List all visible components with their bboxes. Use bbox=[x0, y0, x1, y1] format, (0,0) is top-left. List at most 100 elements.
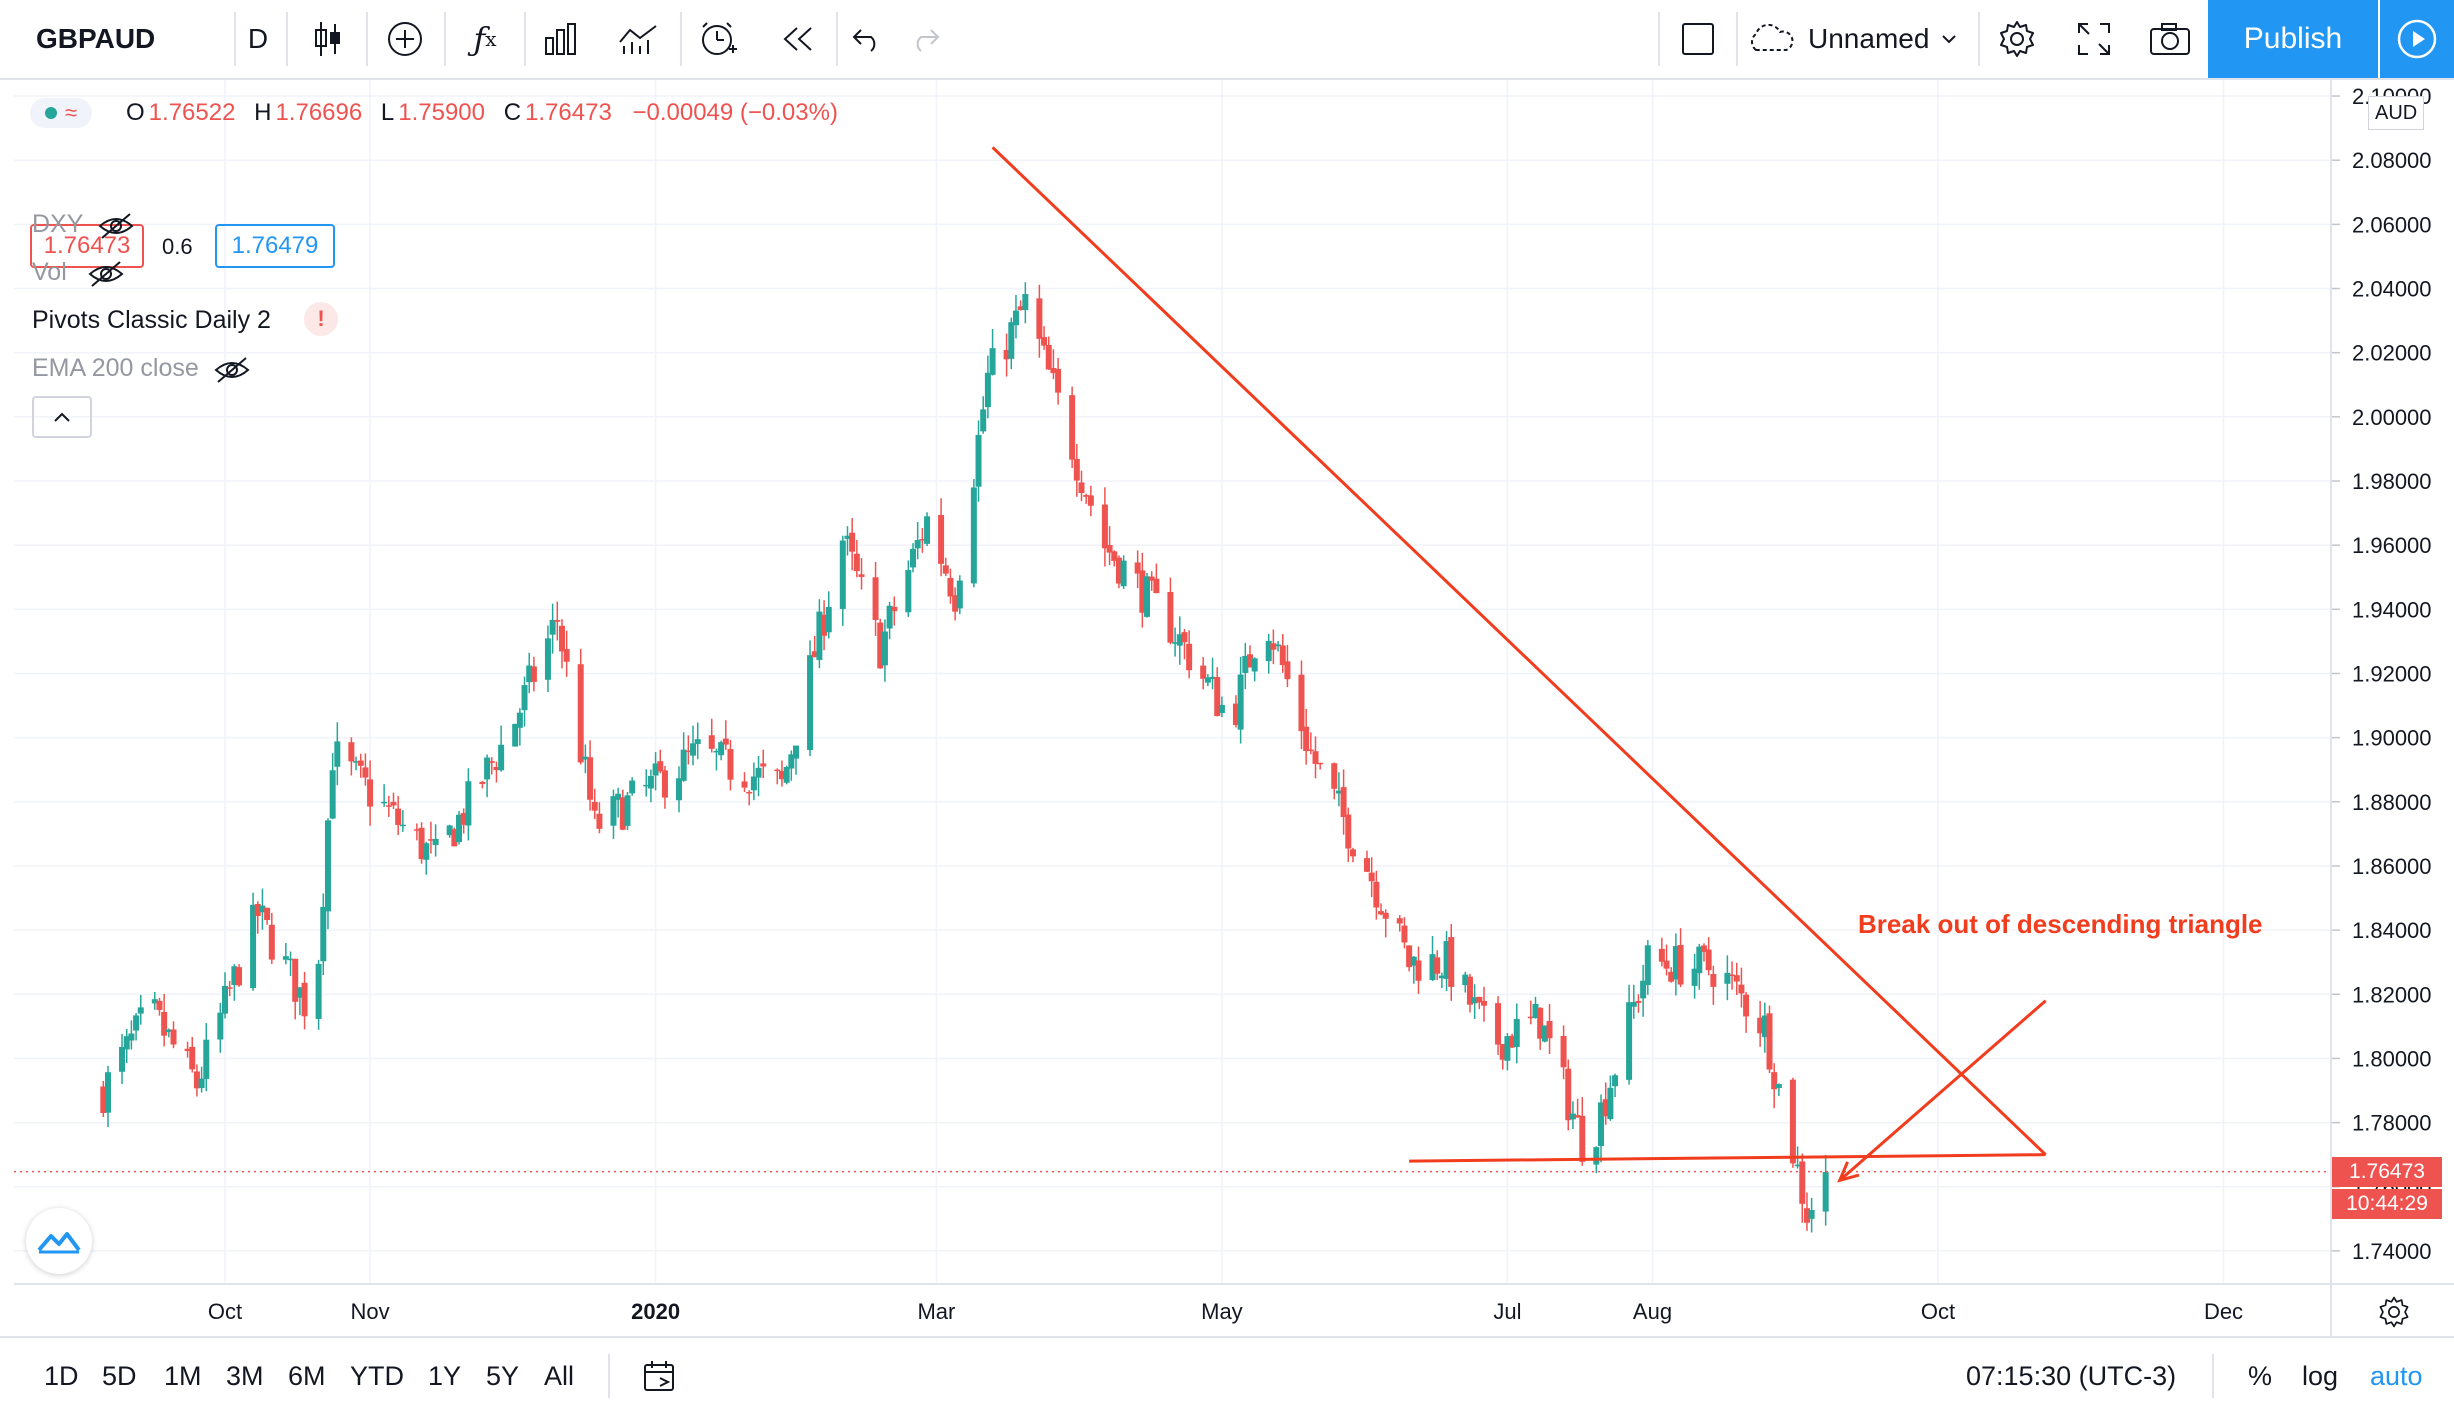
candle-body bbox=[1635, 1000, 1642, 1003]
price-tick-label: 2.00000 bbox=[2352, 405, 2432, 430]
candle-body bbox=[984, 372, 991, 408]
range-1d[interactable]: 1D bbox=[44, 1360, 79, 1391]
goto-date-calendar-icon[interactable] bbox=[642, 1338, 678, 1414]
log-scale-toggle[interactable]: log bbox=[2302, 1360, 2339, 1391]
candle-body bbox=[839, 540, 846, 609]
price-axis-scale: 2.100002.080002.060002.040002.020002.000… bbox=[2332, 84, 2432, 1264]
candle-body bbox=[418, 827, 425, 860]
indicator-vol[interactable]: Vol bbox=[32, 258, 67, 286]
candle-body bbox=[1499, 1044, 1506, 1060]
candle-body bbox=[587, 757, 594, 800]
candle-body bbox=[250, 904, 257, 989]
candles-style-icon[interactable] bbox=[296, 0, 360, 78]
range-all[interactable]: All bbox=[544, 1360, 575, 1391]
range-6m[interactable]: 6M bbox=[288, 1360, 326, 1391]
settings-gear-icon[interactable] bbox=[1984, 0, 2050, 78]
market-status-badge[interactable]: ≈ bbox=[30, 98, 92, 128]
chart-pane[interactable]: Break out of descending triangle ≈ O 1.76… bbox=[0, 80, 2330, 1283]
candle-body bbox=[1036, 298, 1043, 339]
candle-body bbox=[133, 1015, 140, 1031]
eye-hidden-icon[interactable] bbox=[86, 260, 126, 288]
symbol-search-button[interactable]: GBPAUD bbox=[36, 23, 156, 54]
candle-body bbox=[675, 778, 682, 801]
indicator-ema[interactable]: EMA 200 close bbox=[32, 354, 199, 382]
collapse-legend-button[interactable] bbox=[32, 396, 92, 438]
candle-body bbox=[1672, 946, 1679, 980]
eye-hidden-icon[interactable] bbox=[96, 212, 136, 240]
candle-body bbox=[1265, 640, 1272, 662]
candle-body bbox=[816, 611, 823, 660]
templates-chart-icon[interactable] bbox=[606, 0, 670, 78]
time-tick-label: 2020 bbox=[631, 1299, 680, 1324]
publish-button[interactable]: Publish bbox=[2208, 0, 2378, 78]
toolbar-divider bbox=[234, 12, 236, 66]
open-value: 1.76522 bbox=[148, 99, 236, 126]
candle-body bbox=[680, 749, 687, 781]
replay-rewind-icon[interactable] bbox=[766, 0, 828, 78]
redo-icon[interactable] bbox=[898, 0, 952, 78]
candle-body bbox=[1144, 576, 1151, 617]
trend-drawings[interactable] bbox=[991, 146, 2047, 1183]
range-1y[interactable]: 1Y bbox=[428, 1360, 462, 1391]
candle-body bbox=[1186, 643, 1193, 671]
fullscreen-icon[interactable] bbox=[2062, 0, 2126, 78]
publish-play-icon[interactable] bbox=[2380, 0, 2454, 78]
select-rectangle-icon[interactable] bbox=[1664, 0, 1732, 78]
price-chart[interactable]: Break out of descending triangle bbox=[0, 80, 2330, 1283]
candle-body bbox=[1246, 654, 1253, 668]
interval-button[interactable]: D bbox=[247, 23, 269, 54]
candle-body bbox=[821, 614, 828, 636]
timezone-clock[interactable]: 07:15:30 (UTC-3) bbox=[1966, 1360, 2177, 1391]
low-value: 1.75900 bbox=[398, 99, 486, 126]
toolbar-divider bbox=[286, 12, 288, 66]
percent-scale-toggle[interactable]: % bbox=[2248, 1360, 2273, 1391]
indicator-dxy[interactable]: DXY bbox=[32, 210, 84, 238]
range-3m[interactable]: 3M bbox=[226, 1360, 264, 1391]
price-axis[interactable]: 2.100002.080002.060002.040002.020002.000… bbox=[2330, 80, 2454, 1283]
indicator-pivots[interactable]: Pivots Classic Daily 2 bbox=[32, 306, 271, 334]
chart-settings-gear-icon[interactable] bbox=[2330, 1283, 2454, 1338]
candle-body bbox=[947, 577, 954, 597]
time-tick-label: Dec bbox=[2204, 1299, 2243, 1324]
candle-body bbox=[1406, 945, 1413, 968]
layout-name-dropdown[interactable]: Unnamed bbox=[1744, 0, 1972, 78]
tradingview-logo-icon[interactable] bbox=[26, 1208, 92, 1274]
candle-body bbox=[793, 745, 799, 759]
snapshot-camera-icon[interactable] bbox=[2138, 0, 2202, 78]
candle-body bbox=[825, 607, 832, 633]
candle-body bbox=[956, 580, 963, 609]
candle-body bbox=[320, 906, 327, 962]
candle-body bbox=[1078, 482, 1085, 494]
alert-clock-icon[interactable] bbox=[688, 0, 750, 78]
time-axis[interactable]: Oct Nov 2020 Mar May Jul Aug Oct Dec bbox=[14, 1283, 2330, 1335]
buy-price-button[interactable]: 1.76479 bbox=[215, 224, 335, 268]
compare-add-icon[interactable] bbox=[372, 0, 438, 78]
candlestick-series bbox=[100, 282, 1829, 1233]
range-5d[interactable]: 5D bbox=[102, 1360, 137, 1391]
candle-body bbox=[292, 958, 299, 1002]
auto-scale-toggle[interactable]: auto bbox=[2370, 1360, 2423, 1391]
candle-body bbox=[1504, 1036, 1511, 1061]
annotation-text[interactable]: Break out of descending triangle bbox=[1858, 909, 2263, 939]
last-price-tag: 1.76473 bbox=[2332, 1156, 2442, 1187]
close-label: C bbox=[503, 99, 522, 126]
candle-body bbox=[1705, 949, 1712, 971]
range-5y[interactable]: 5Y bbox=[486, 1360, 520, 1391]
candle-body bbox=[1569, 1113, 1576, 1120]
warning-icon[interactable]: ! bbox=[304, 302, 338, 336]
range-ytd[interactable]: YTD bbox=[350, 1360, 404, 1391]
toolbar-divider bbox=[2212, 1354, 2214, 1398]
candle-body bbox=[938, 515, 945, 564]
candle-body bbox=[591, 801, 598, 811]
candle-body bbox=[413, 829, 420, 831]
cloud-icon bbox=[1751, 24, 1794, 51]
toolbar-divider bbox=[608, 1354, 610, 1398]
financials-bar-icon[interactable] bbox=[530, 0, 592, 78]
range-1m[interactable]: 1M bbox=[164, 1360, 202, 1391]
candle-body bbox=[942, 565, 949, 574]
candle-body bbox=[881, 631, 888, 666]
sell-price-button[interactable]: 1.76473 bbox=[30, 224, 144, 268]
undo-icon[interactable] bbox=[840, 0, 894, 78]
eye-hidden-icon[interactable] bbox=[212, 356, 252, 384]
